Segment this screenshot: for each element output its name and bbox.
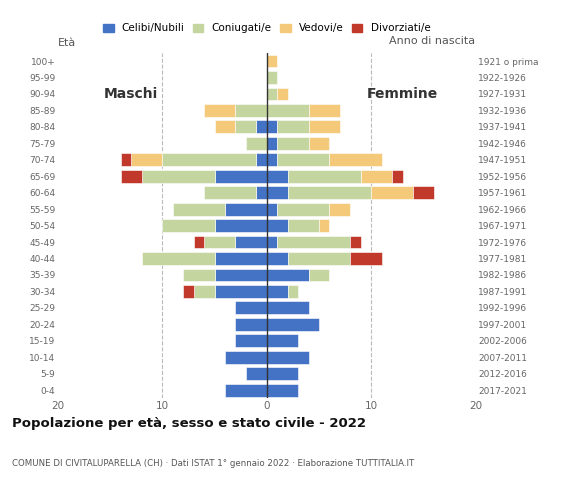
Bar <box>267 120 277 133</box>
Bar <box>162 219 215 232</box>
Bar <box>256 186 267 199</box>
Bar <box>235 301 267 314</box>
Bar <box>319 219 329 232</box>
Bar <box>183 268 215 281</box>
Bar <box>267 170 288 183</box>
Bar <box>288 170 361 183</box>
Bar <box>267 236 277 249</box>
Bar <box>267 203 277 216</box>
Bar <box>204 236 235 249</box>
Bar <box>329 203 350 216</box>
Bar <box>215 268 267 281</box>
Bar <box>121 170 142 183</box>
Bar <box>277 137 309 150</box>
Bar <box>121 153 131 166</box>
Bar <box>215 252 267 265</box>
Bar <box>267 335 298 347</box>
Bar <box>267 301 309 314</box>
Bar <box>131 153 162 166</box>
Text: Età: Età <box>58 38 76 48</box>
Bar <box>225 351 267 364</box>
Bar <box>267 252 288 265</box>
Bar <box>235 104 267 117</box>
Bar <box>350 236 361 249</box>
Bar <box>288 285 298 298</box>
Legend: Celibi/Nubili, Coniugati/e, Vedovi/e, Divorziati/e: Celibi/Nubili, Coniugati/e, Vedovi/e, Di… <box>103 24 430 34</box>
Bar <box>142 252 215 265</box>
Bar <box>235 120 256 133</box>
Bar <box>215 219 267 232</box>
Bar <box>256 153 267 166</box>
Bar <box>204 186 256 199</box>
Bar <box>277 120 309 133</box>
Bar <box>413 186 434 199</box>
Bar <box>267 104 309 117</box>
Bar <box>267 137 277 150</box>
Bar <box>215 120 235 133</box>
Bar <box>215 170 267 183</box>
Bar <box>267 285 288 298</box>
Bar <box>361 170 392 183</box>
Bar <box>225 203 267 216</box>
Bar <box>277 153 329 166</box>
Bar <box>246 137 267 150</box>
Bar <box>235 236 267 249</box>
Bar <box>194 236 204 249</box>
Bar <box>277 203 329 216</box>
Bar <box>215 285 267 298</box>
Bar <box>173 203 225 216</box>
Bar <box>267 87 277 100</box>
Bar <box>309 137 329 150</box>
Bar <box>277 87 288 100</box>
Text: Femmine: Femmine <box>367 87 438 101</box>
Bar <box>267 186 288 199</box>
Bar <box>225 384 267 396</box>
Bar <box>246 367 267 380</box>
Text: COMUNE DI CIVITALUPARELLA (CH) · Dati ISTAT 1° gennaio 2022 · Elaborazione TUTTI: COMUNE DI CIVITALUPARELLA (CH) · Dati IS… <box>12 459 414 468</box>
Bar <box>194 285 215 298</box>
Bar <box>329 153 382 166</box>
Bar <box>309 268 329 281</box>
Bar <box>277 236 350 249</box>
Bar <box>235 335 267 347</box>
Bar <box>204 104 235 117</box>
Bar <box>309 104 340 117</box>
Text: Anno di nascita: Anno di nascita <box>390 36 476 46</box>
Text: Maschi: Maschi <box>104 87 158 101</box>
Bar <box>267 153 277 166</box>
Text: Popolazione per età, sesso e stato civile - 2022: Popolazione per età, sesso e stato civil… <box>12 417 365 430</box>
Bar <box>371 186 413 199</box>
Bar <box>350 252 382 265</box>
Bar <box>267 219 288 232</box>
Bar <box>267 71 277 84</box>
Bar <box>267 367 298 380</box>
Bar <box>267 268 309 281</box>
Bar <box>288 252 350 265</box>
Bar <box>267 351 309 364</box>
Bar <box>267 384 298 396</box>
Bar <box>309 120 340 133</box>
Bar <box>162 153 256 166</box>
Bar <box>267 318 319 331</box>
Bar <box>392 170 403 183</box>
Bar <box>288 186 371 199</box>
Bar <box>256 120 267 133</box>
Bar <box>267 55 277 68</box>
Bar <box>235 318 267 331</box>
Bar <box>142 170 215 183</box>
Bar <box>183 285 194 298</box>
Bar <box>288 219 319 232</box>
